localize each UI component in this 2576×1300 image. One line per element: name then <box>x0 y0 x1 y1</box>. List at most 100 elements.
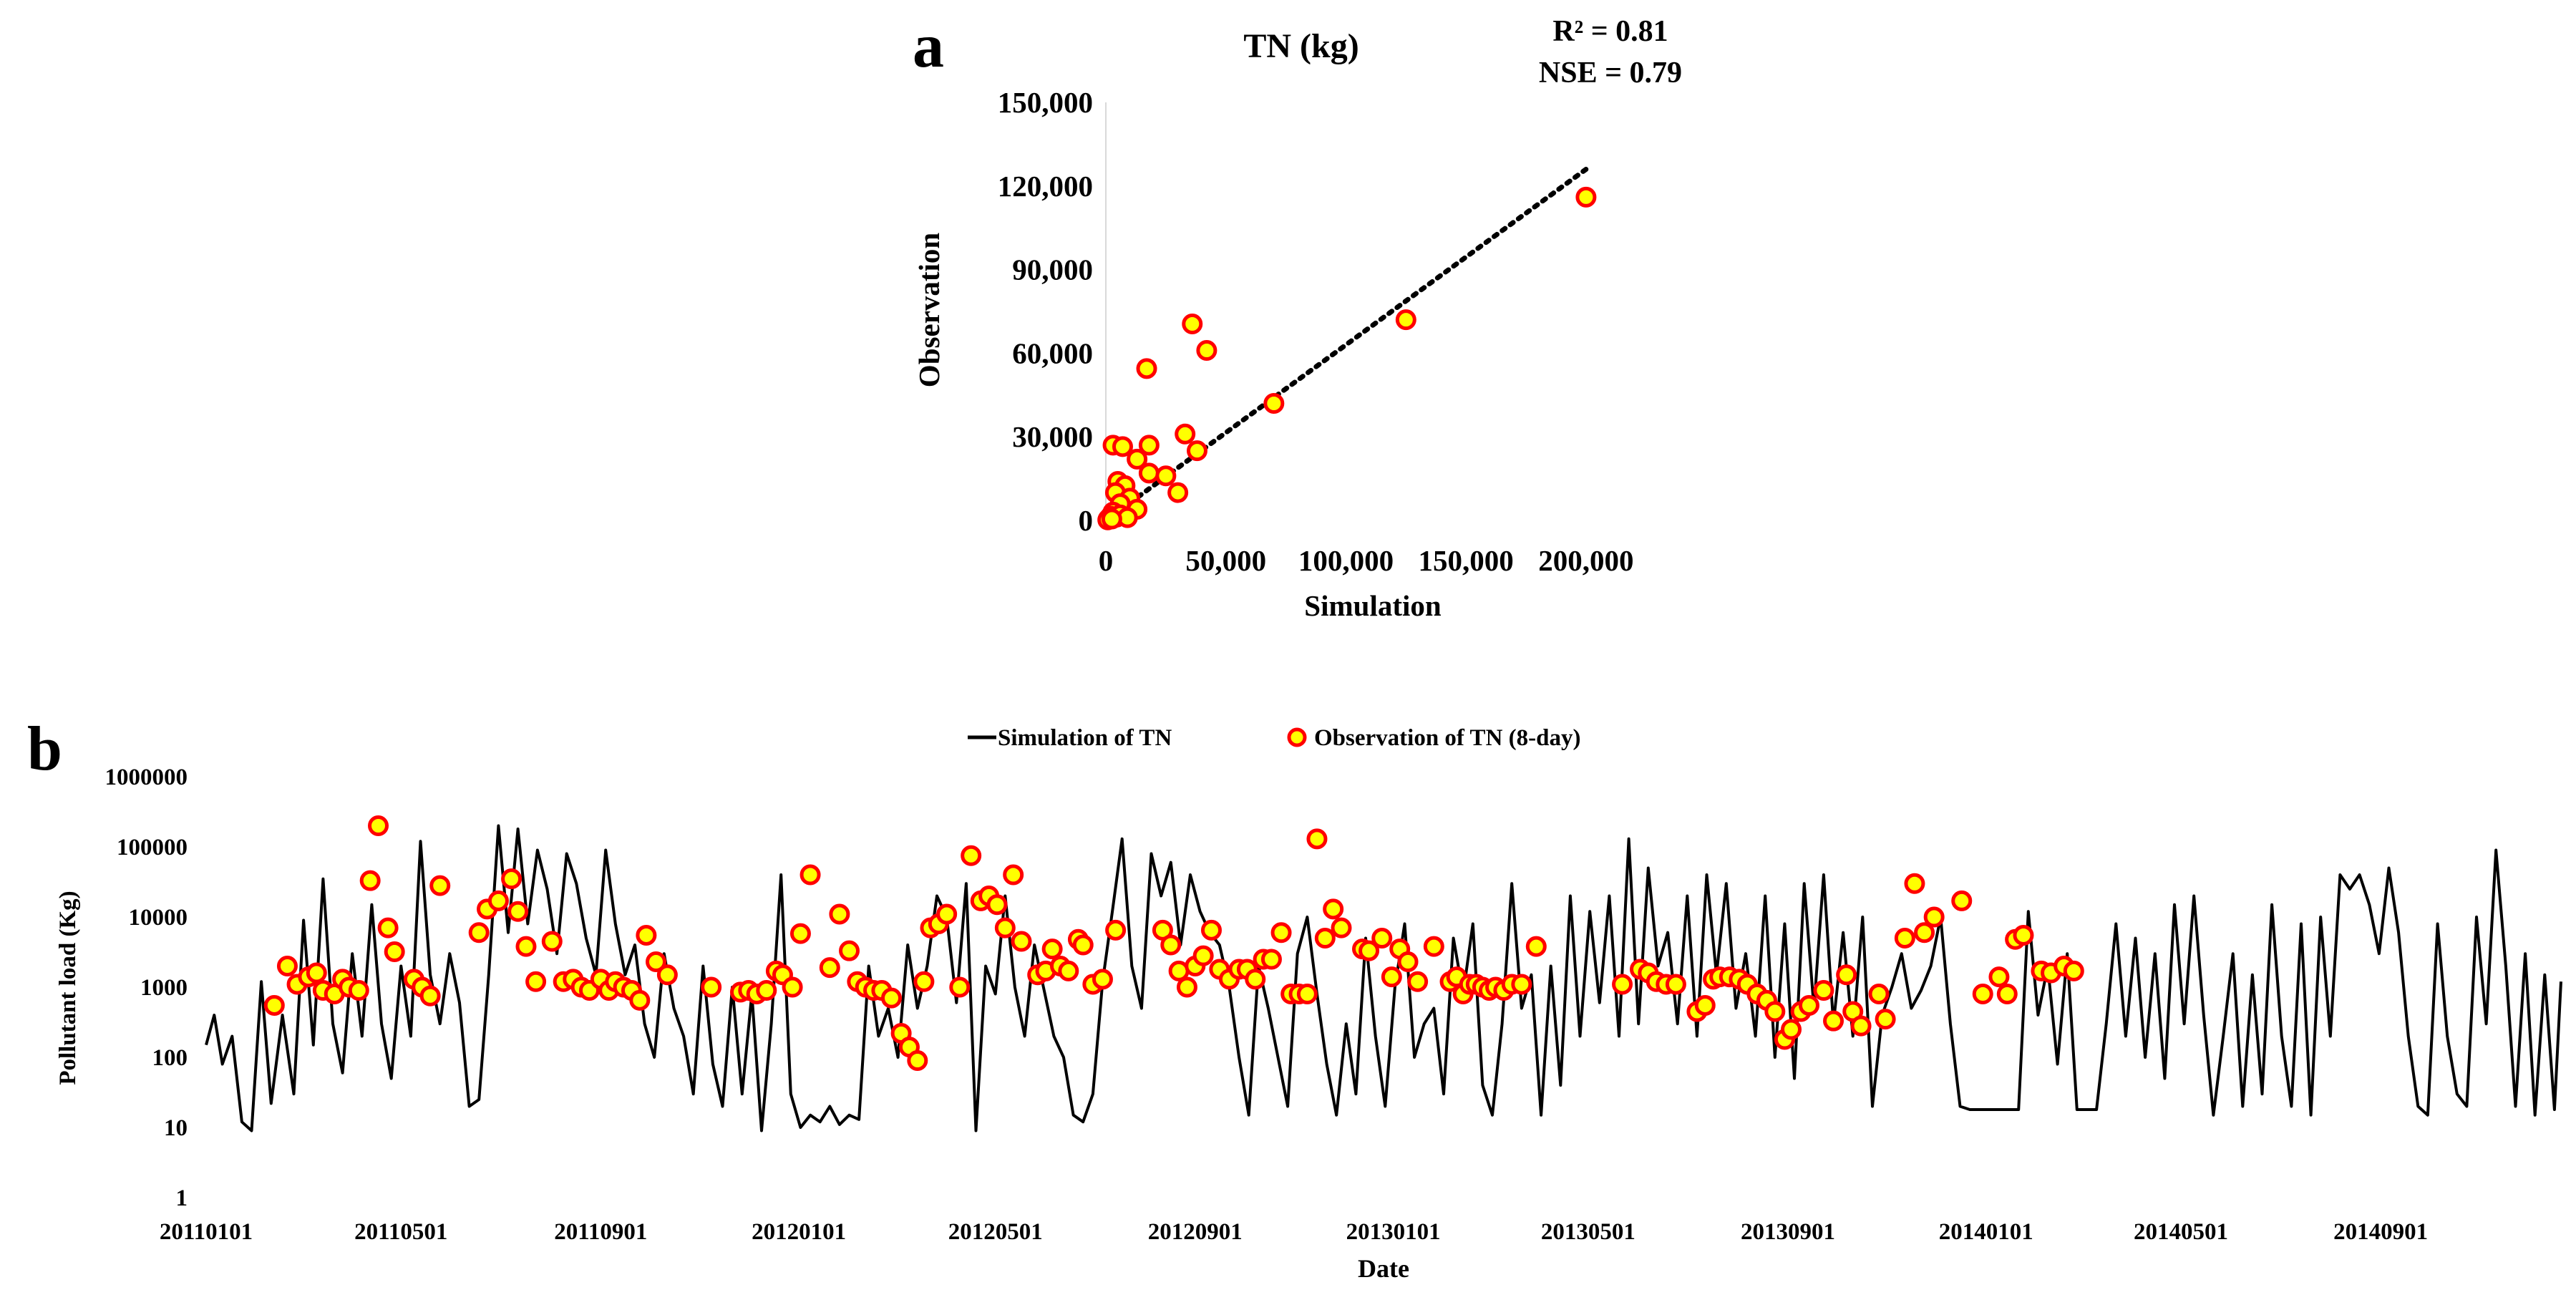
observation-point <box>1041 938 1063 960</box>
observation-point <box>1072 934 1094 956</box>
panel-a-letter: a <box>913 11 944 81</box>
observation-point <box>1397 951 1419 973</box>
observation-point <box>419 985 441 1006</box>
simulation-series-line <box>205 824 2562 1132</box>
observation-point <box>1875 1009 1896 1030</box>
observation-point <box>1260 949 1282 970</box>
observation-point <box>1612 974 1633 995</box>
legend-observation-label: Observation of TN (8-day) <box>1314 725 1580 751</box>
observation-point <box>384 941 405 962</box>
data-point <box>1127 448 1148 470</box>
x-tick-label: 20130901 <box>1741 1219 1835 1245</box>
observation-point <box>1200 919 1222 941</box>
observation-point <box>1058 960 1079 981</box>
observation-point <box>756 979 777 1001</box>
legend-marker-swatch <box>1287 727 1307 747</box>
observation-point <box>839 940 860 961</box>
x-tick-label: 20120901 <box>1148 1219 1243 1245</box>
data-point <box>1182 314 1203 335</box>
observation-point <box>629 989 651 1011</box>
observation-point <box>1192 945 1214 966</box>
x-tick-label: 20140101 <box>1939 1219 2033 1245</box>
observation-point <box>1914 922 1935 944</box>
data-point <box>1101 508 1122 530</box>
observation-point <box>1323 898 1344 920</box>
observation-point <box>1176 976 1197 998</box>
observation-point <box>1781 1019 1802 1040</box>
observation-point <box>1764 1001 1786 1022</box>
observation-point <box>1423 936 1444 957</box>
data-point <box>1575 186 1597 208</box>
observation-point <box>525 971 547 992</box>
observation-point <box>913 971 935 992</box>
observation-point <box>263 994 285 1016</box>
observation-point <box>1381 966 1402 988</box>
observation-point <box>487 890 509 911</box>
y-tick-label: 1000000 <box>105 765 188 790</box>
observation-point <box>1511 974 1532 995</box>
panel-b-letter: b <box>27 714 62 784</box>
chart-a-y-ticks: 0 30,000 60,000 90,000 120,000 150,000 <box>998 86 1093 537</box>
observation-point <box>1904 873 1925 894</box>
x-tick-label: 20110501 <box>354 1219 447 1245</box>
chart-a-points <box>1097 186 1597 530</box>
observation-point <box>656 964 678 986</box>
data-point <box>1112 436 1133 457</box>
observation-point <box>348 979 369 1001</box>
data-point <box>1155 465 1177 487</box>
observation-point <box>994 917 1016 938</box>
observation-point <box>961 845 982 866</box>
data-point <box>1196 340 1217 362</box>
x-tick-label: 50,000 <box>1185 544 1266 577</box>
observation-point <box>429 875 451 896</box>
chart-a-trendline <box>1103 166 1589 523</box>
chart-b-y-axis-label: Pollutant load (Kg) <box>55 891 81 1085</box>
x-tick-label: 150,000 <box>1419 544 1514 577</box>
observation-point <box>1270 922 1292 944</box>
observation-point <box>819 957 840 979</box>
observation-point <box>646 951 667 973</box>
observation-point <box>1823 1010 1844 1032</box>
observation-point <box>1694 994 1716 1016</box>
y-tick-label: 100 <box>152 1045 188 1071</box>
data-point <box>1136 358 1157 379</box>
chart-b-x-ticks: 20110101 20110501 20110901 20120101 20120501… <box>160 1219 2428 1245</box>
data-point <box>1395 309 1416 331</box>
legend: Simulation of TN Observation of TN (8-da… <box>968 725 1580 751</box>
observation-point <box>541 931 563 952</box>
observation-point <box>1850 1015 1872 1037</box>
observation-point <box>1988 966 2010 988</box>
observation-point <box>1407 971 1429 992</box>
data-point <box>1167 482 1189 503</box>
observation-point <box>1972 983 1993 1004</box>
observation-point <box>1951 890 1973 911</box>
observation-point <box>1296 983 1318 1004</box>
observation-point <box>701 976 722 998</box>
observation-point <box>1245 969 1266 990</box>
panel-b: b Simulation of TN Observation of TN (8-… <box>27 714 2562 1283</box>
data-point <box>1138 462 1160 484</box>
y-tick-label: 90,000 <box>1012 253 1093 286</box>
observation-point <box>949 976 971 998</box>
observation-point <box>936 903 958 925</box>
chart-b-x-axis-label: Date <box>1358 1254 1409 1283</box>
nse-annotation: NSE = 0.79 <box>1539 57 1682 89</box>
observation-point <box>1798 994 1819 1016</box>
y-tick-label: 10000 <box>129 905 188 931</box>
r-squared-annotation: R² = 0.81 <box>1552 15 1668 48</box>
observation-point <box>1813 979 1834 1001</box>
x-tick-label: 100,000 <box>1298 544 1394 577</box>
data-point <box>1263 392 1285 414</box>
x-tick-label: 20140901 <box>2333 1219 2428 1245</box>
observation-point <box>789 923 811 944</box>
observation-point <box>1836 964 1857 986</box>
observation-point <box>2063 960 2084 981</box>
observation-point <box>515 936 537 957</box>
observation-point <box>1359 940 1380 961</box>
observation-point <box>1092 969 1113 990</box>
y-tick-label: 10 <box>164 1115 188 1141</box>
observation-point <box>1665 974 1686 995</box>
observation-point <box>782 976 803 998</box>
chart-a-y-axis-label: Observation <box>913 233 946 388</box>
